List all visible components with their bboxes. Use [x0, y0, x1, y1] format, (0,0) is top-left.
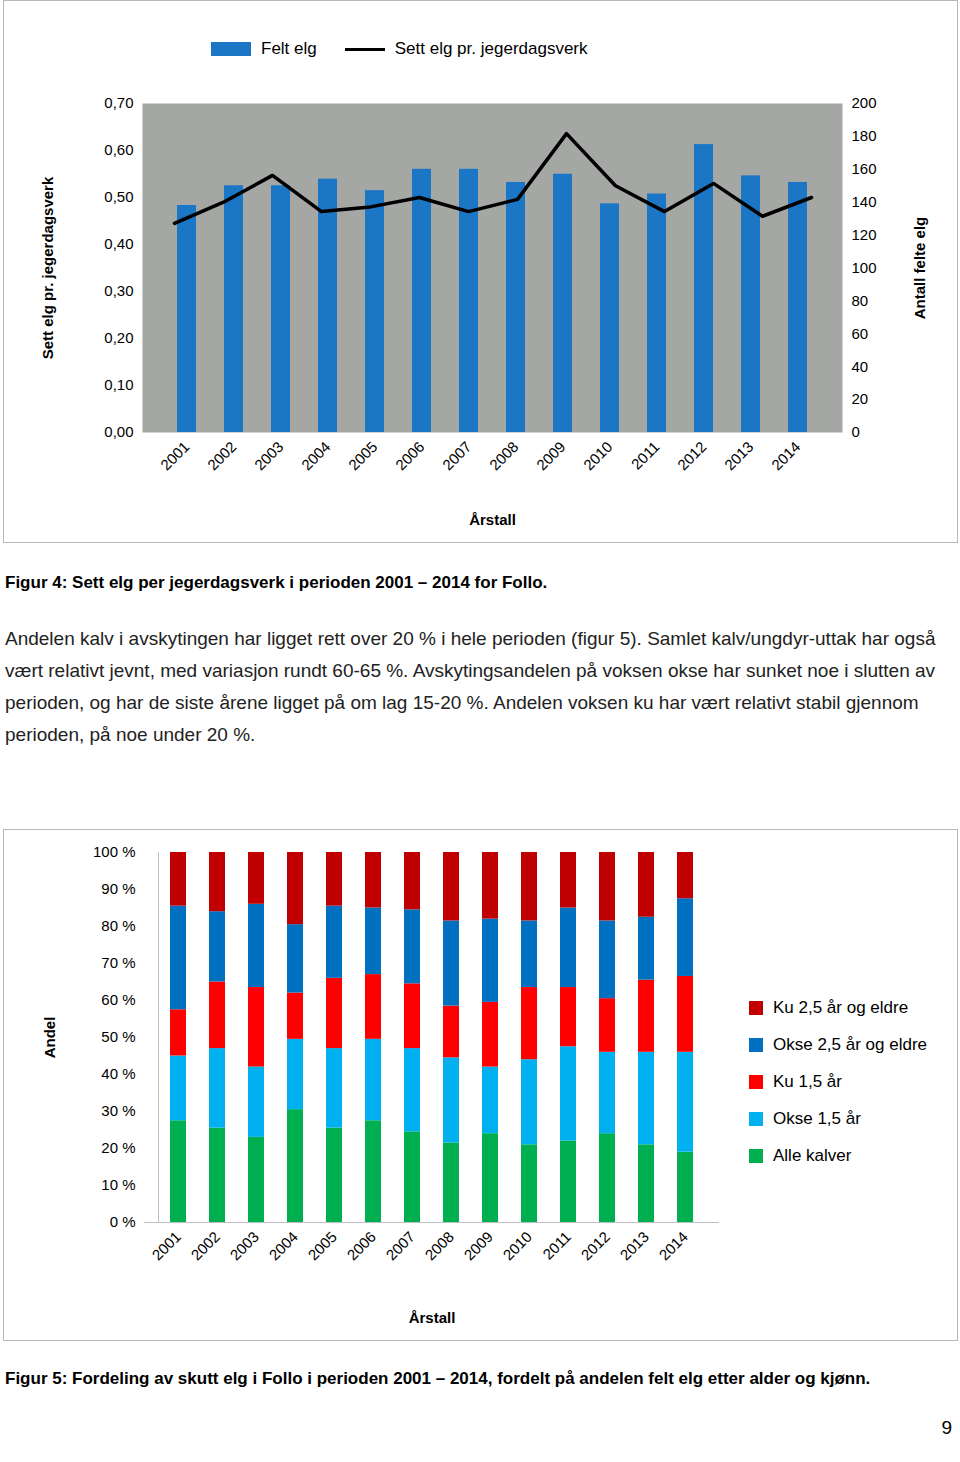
- svg-text:Årstall: Årstall: [409, 1309, 456, 1326]
- svg-text:180: 180: [852, 127, 877, 144]
- svg-text:2007: 2007: [382, 1228, 418, 1264]
- svg-text:2006: 2006: [392, 438, 428, 474]
- svg-text:2006: 2006: [343, 1228, 379, 1264]
- svg-text:200: 200: [852, 94, 877, 111]
- svg-text:90 %: 90 %: [101, 880, 135, 897]
- html-text:Andelen kalv i avskytingen har: Andelen kalv i avskytingen har ligget re…: [5, 628, 936, 745]
- svg-text:2014: 2014: [655, 1228, 691, 1264]
- svg-text:160: 160: [852, 160, 877, 177]
- svg-text:2005: 2005: [304, 1228, 340, 1264]
- html-text:Ku 1,5 år: Ku 1,5 år: [773, 1072, 842, 1091]
- svg-text:2010: 2010: [580, 438, 616, 474]
- svg-text:80 %: 80 %: [101, 917, 135, 934]
- svg-text:2012: 2012: [577, 1228, 613, 1264]
- svg-text:0: 0: [852, 423, 860, 440]
- html-text:Sett elg pr. jegerdagsverk: Sett elg pr. jegerdagsverk: [394, 39, 588, 58]
- svg-text:40: 40: [852, 358, 869, 375]
- svg-text:2009: 2009: [533, 438, 569, 474]
- svg-text:2013: 2013: [721, 438, 757, 474]
- svg-text:0,40: 0,40: [104, 235, 133, 252]
- svg-text:2002: 2002: [187, 1228, 223, 1264]
- svg-text:Sett elg pr. jegerdagsverk: Sett elg pr. jegerdagsverk: [39, 176, 56, 359]
- svg-text:2008: 2008: [486, 438, 522, 474]
- svg-text:2013: 2013: [616, 1228, 652, 1264]
- svg-text:0,20: 0,20: [104, 329, 133, 346]
- svg-text:0,30: 0,30: [104, 282, 133, 299]
- svg-text:100: 100: [852, 259, 877, 276]
- svg-text:60: 60: [852, 325, 869, 342]
- html-text:Okse 1,5 år: Okse 1,5 år: [773, 1109, 861, 1128]
- svg-text:0,00: 0,00: [104, 423, 133, 440]
- svg-text:2014: 2014: [768, 438, 804, 474]
- svg-text:80: 80: [852, 292, 869, 309]
- svg-text:2012: 2012: [674, 438, 710, 474]
- svg-text:2011: 2011: [539, 1228, 574, 1263]
- svg-text:10 %: 10 %: [101, 1176, 135, 1193]
- svg-text:Andel: Andel: [41, 1017, 58, 1059]
- svg-text:2005: 2005: [345, 438, 381, 474]
- svg-text:50 %: 50 %: [101, 1028, 135, 1045]
- svg-text:0 %: 0 %: [110, 1213, 136, 1230]
- html-text:Alle kalver: Alle kalver: [773, 1146, 852, 1165]
- svg-text:Antall felte elg: Antall felte elg: [911, 217, 928, 320]
- html-text:9: 9: [941, 1417, 952, 1438]
- svg-text:20: 20: [852, 390, 869, 407]
- html-text:Figur 5: Fordeling av skutt el: Figur 5: Fordeling av skutt elg i Follo …: [5, 1369, 871, 1388]
- svg-text:70 %: 70 %: [101, 954, 135, 971]
- svg-text:40 %: 40 %: [101, 1065, 135, 1082]
- svg-text:2003: 2003: [251, 438, 287, 474]
- html-text:Okse 2,5 år og eldre: Okse 2,5 år og eldre: [773, 1035, 927, 1054]
- svg-text:2011: 2011: [628, 438, 663, 473]
- svg-text:20 %: 20 %: [101, 1139, 135, 1156]
- svg-text:0,10: 0,10: [104, 376, 133, 393]
- svg-text:30 %: 30 %: [101, 1102, 135, 1119]
- svg-text:Årstall: Årstall: [469, 511, 516, 528]
- html-text:Felt elg: Felt elg: [261, 39, 317, 58]
- html-text:Figur 4: Sett elg per jegerdag: Figur 4: Sett elg per jegerdagsverk i pe…: [5, 573, 548, 592]
- svg-text:2010: 2010: [499, 1228, 535, 1264]
- svg-text:2003: 2003: [226, 1228, 262, 1264]
- svg-text:120: 120: [852, 226, 877, 243]
- svg-text:2009: 2009: [460, 1228, 496, 1264]
- svg-text:2007: 2007: [439, 438, 475, 474]
- svg-text:2002: 2002: [204, 438, 240, 474]
- svg-text:2008: 2008: [421, 1228, 457, 1264]
- svg-text:0,60: 0,60: [104, 141, 133, 158]
- svg-text:2004: 2004: [265, 1228, 301, 1264]
- svg-text:0,50: 0,50: [104, 188, 133, 205]
- svg-text:2004: 2004: [298, 438, 334, 474]
- svg-text:2001: 2001: [148, 1228, 184, 1264]
- svg-text:100 %: 100 %: [93, 843, 136, 860]
- svg-text:60 %: 60 %: [101, 991, 135, 1008]
- svg-text:140: 140: [852, 193, 877, 210]
- html-text:Ku 2,5 år og eldre: Ku 2,5 år og eldre: [773, 998, 909, 1017]
- svg-text:0,70: 0,70: [104, 94, 133, 111]
- svg-text:2001: 2001: [157, 438, 193, 474]
